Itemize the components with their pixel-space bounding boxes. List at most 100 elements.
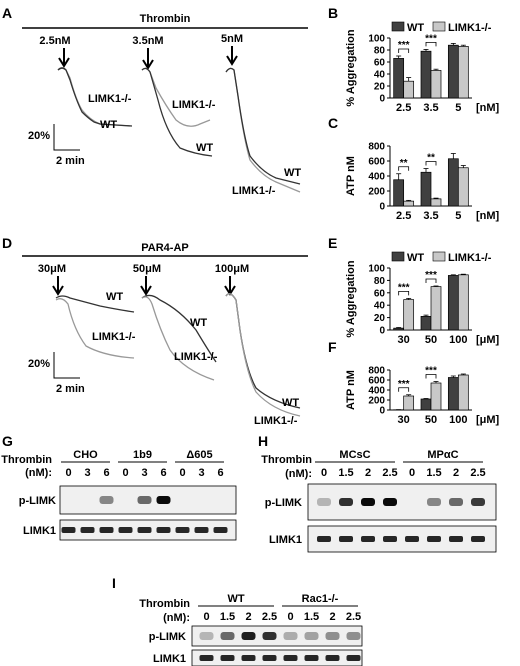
lane-label: 1.5 xyxy=(338,467,353,479)
y-tick-label: 80 xyxy=(374,46,386,57)
y-tick-label: 400 xyxy=(368,386,385,397)
x-unit-label: [nM] xyxy=(476,102,500,114)
legend-swatch-wt xyxy=(391,251,405,262)
arrow-down-icon xyxy=(52,276,64,296)
arrow-down-icon xyxy=(226,46,238,66)
panel-letter: H xyxy=(258,433,268,449)
row-label: LIMK1 xyxy=(153,653,186,665)
group-label: WT xyxy=(227,593,244,605)
legend-label: WT xyxy=(407,252,424,264)
band-p-limk xyxy=(471,498,485,506)
y-tick-label: 200 xyxy=(368,187,385,198)
y-tick-label: 0 xyxy=(379,94,385,105)
trace-limk1-ko xyxy=(141,67,211,127)
x-tick-label: 30 xyxy=(398,334,410,346)
y-tick-label: 0 xyxy=(379,202,385,213)
significance-label: *** xyxy=(425,366,437,377)
bar xyxy=(457,274,469,331)
band-limk1 xyxy=(175,527,190,533)
band-limk1 xyxy=(80,527,95,533)
significance-label: *** xyxy=(398,40,410,51)
band-p-limk xyxy=(383,498,397,506)
trace-label-wt: WT xyxy=(282,397,299,409)
y-tick-label: 20 xyxy=(374,313,386,324)
lane-label: 0 xyxy=(203,611,209,623)
lane-label: 0 xyxy=(321,467,327,479)
significance-label: *** xyxy=(425,33,437,44)
x-unit-label: [μM] xyxy=(476,334,500,346)
scale-bar xyxy=(53,124,80,151)
panel-letter: G xyxy=(2,433,13,449)
trace-wt xyxy=(225,67,301,185)
y-tick-label: 40 xyxy=(374,301,386,312)
significance-label: ** xyxy=(427,153,435,164)
x-tick-label: 3.5 xyxy=(423,210,438,222)
band-limk1 xyxy=(317,536,331,542)
band-limk1 xyxy=(199,655,214,661)
significance-bracket xyxy=(425,161,437,166)
legend-swatch-ko xyxy=(432,251,446,262)
significance-bracket xyxy=(425,42,437,47)
row-header: Thrombin xyxy=(1,454,52,466)
dose-label: 3.5nM xyxy=(132,35,163,47)
scale-y-label: 20% xyxy=(28,130,50,142)
trace-label-wt: WT xyxy=(196,142,213,154)
band-p-limk xyxy=(449,498,463,506)
trace-wt xyxy=(57,67,133,127)
trace-wt xyxy=(141,67,213,157)
lane-label: 2.5 xyxy=(382,467,397,479)
band-limk1 xyxy=(449,536,463,542)
x-tick-label: 5 xyxy=(455,102,461,114)
bar xyxy=(403,80,415,99)
lane-label: 1.5 xyxy=(220,611,235,623)
band-limk1 xyxy=(405,536,419,542)
band-limk1 xyxy=(220,655,235,661)
lane-label: 0 xyxy=(287,611,293,623)
bar xyxy=(447,275,459,331)
x-tick-label: 2.5 xyxy=(396,102,411,114)
band-p-limk xyxy=(99,496,114,504)
significance-bracket xyxy=(398,290,410,296)
legend-label: LIMK1-/- xyxy=(448,22,492,34)
trace-limk1-ko xyxy=(141,296,215,381)
bar xyxy=(420,398,432,411)
panel-d: D PAR4-AP 30μM 50μM 100μM WT LIMK1-/- WT… xyxy=(2,235,308,427)
blot-limk1 xyxy=(191,649,363,666)
row-label: p-LIMK xyxy=(149,631,186,643)
bar xyxy=(457,46,469,99)
trace-limk1-ko xyxy=(225,293,301,417)
y-tick-label: 600 xyxy=(368,376,385,387)
lane-label: 6 xyxy=(217,467,223,479)
row-label: p-LIMK xyxy=(19,495,56,507)
trace-limk1-ko xyxy=(55,298,135,359)
dose-label: 50μM xyxy=(133,263,161,275)
bar xyxy=(403,395,415,411)
group-label: MCsC xyxy=(339,449,370,461)
bar xyxy=(420,316,432,331)
y-tick-label: 60 xyxy=(374,288,386,299)
significance-bracket xyxy=(398,48,410,53)
legend-label: WT xyxy=(407,22,424,34)
dose-label: 30μM xyxy=(38,263,66,275)
band-limk1 xyxy=(61,527,76,533)
significance-label: ** xyxy=(400,158,408,169)
band-p-limk xyxy=(317,498,331,506)
band-limk1 xyxy=(383,536,397,542)
bar xyxy=(447,158,459,207)
y-tick-label: 60 xyxy=(374,58,386,69)
lane-label: 2 xyxy=(453,467,459,479)
significance-bracket xyxy=(425,278,437,283)
arrow-down-icon xyxy=(142,48,154,70)
trace-wt xyxy=(141,294,217,363)
lane-label: 3 xyxy=(141,467,147,479)
band-p-limk xyxy=(241,632,256,640)
group-label: Δ605 xyxy=(186,449,212,461)
arrow-down-icon xyxy=(58,48,70,68)
lane-label: 0 xyxy=(409,467,415,479)
band-limk1 xyxy=(427,536,441,542)
significance-label: *** xyxy=(398,282,410,293)
y-tick-label: 800 xyxy=(368,142,385,153)
bar-chart-c: 0 200 400 600 800 ATP nM 2.5 3.5 5 [nM] ** ** xyxy=(345,142,500,223)
bar xyxy=(457,374,469,411)
